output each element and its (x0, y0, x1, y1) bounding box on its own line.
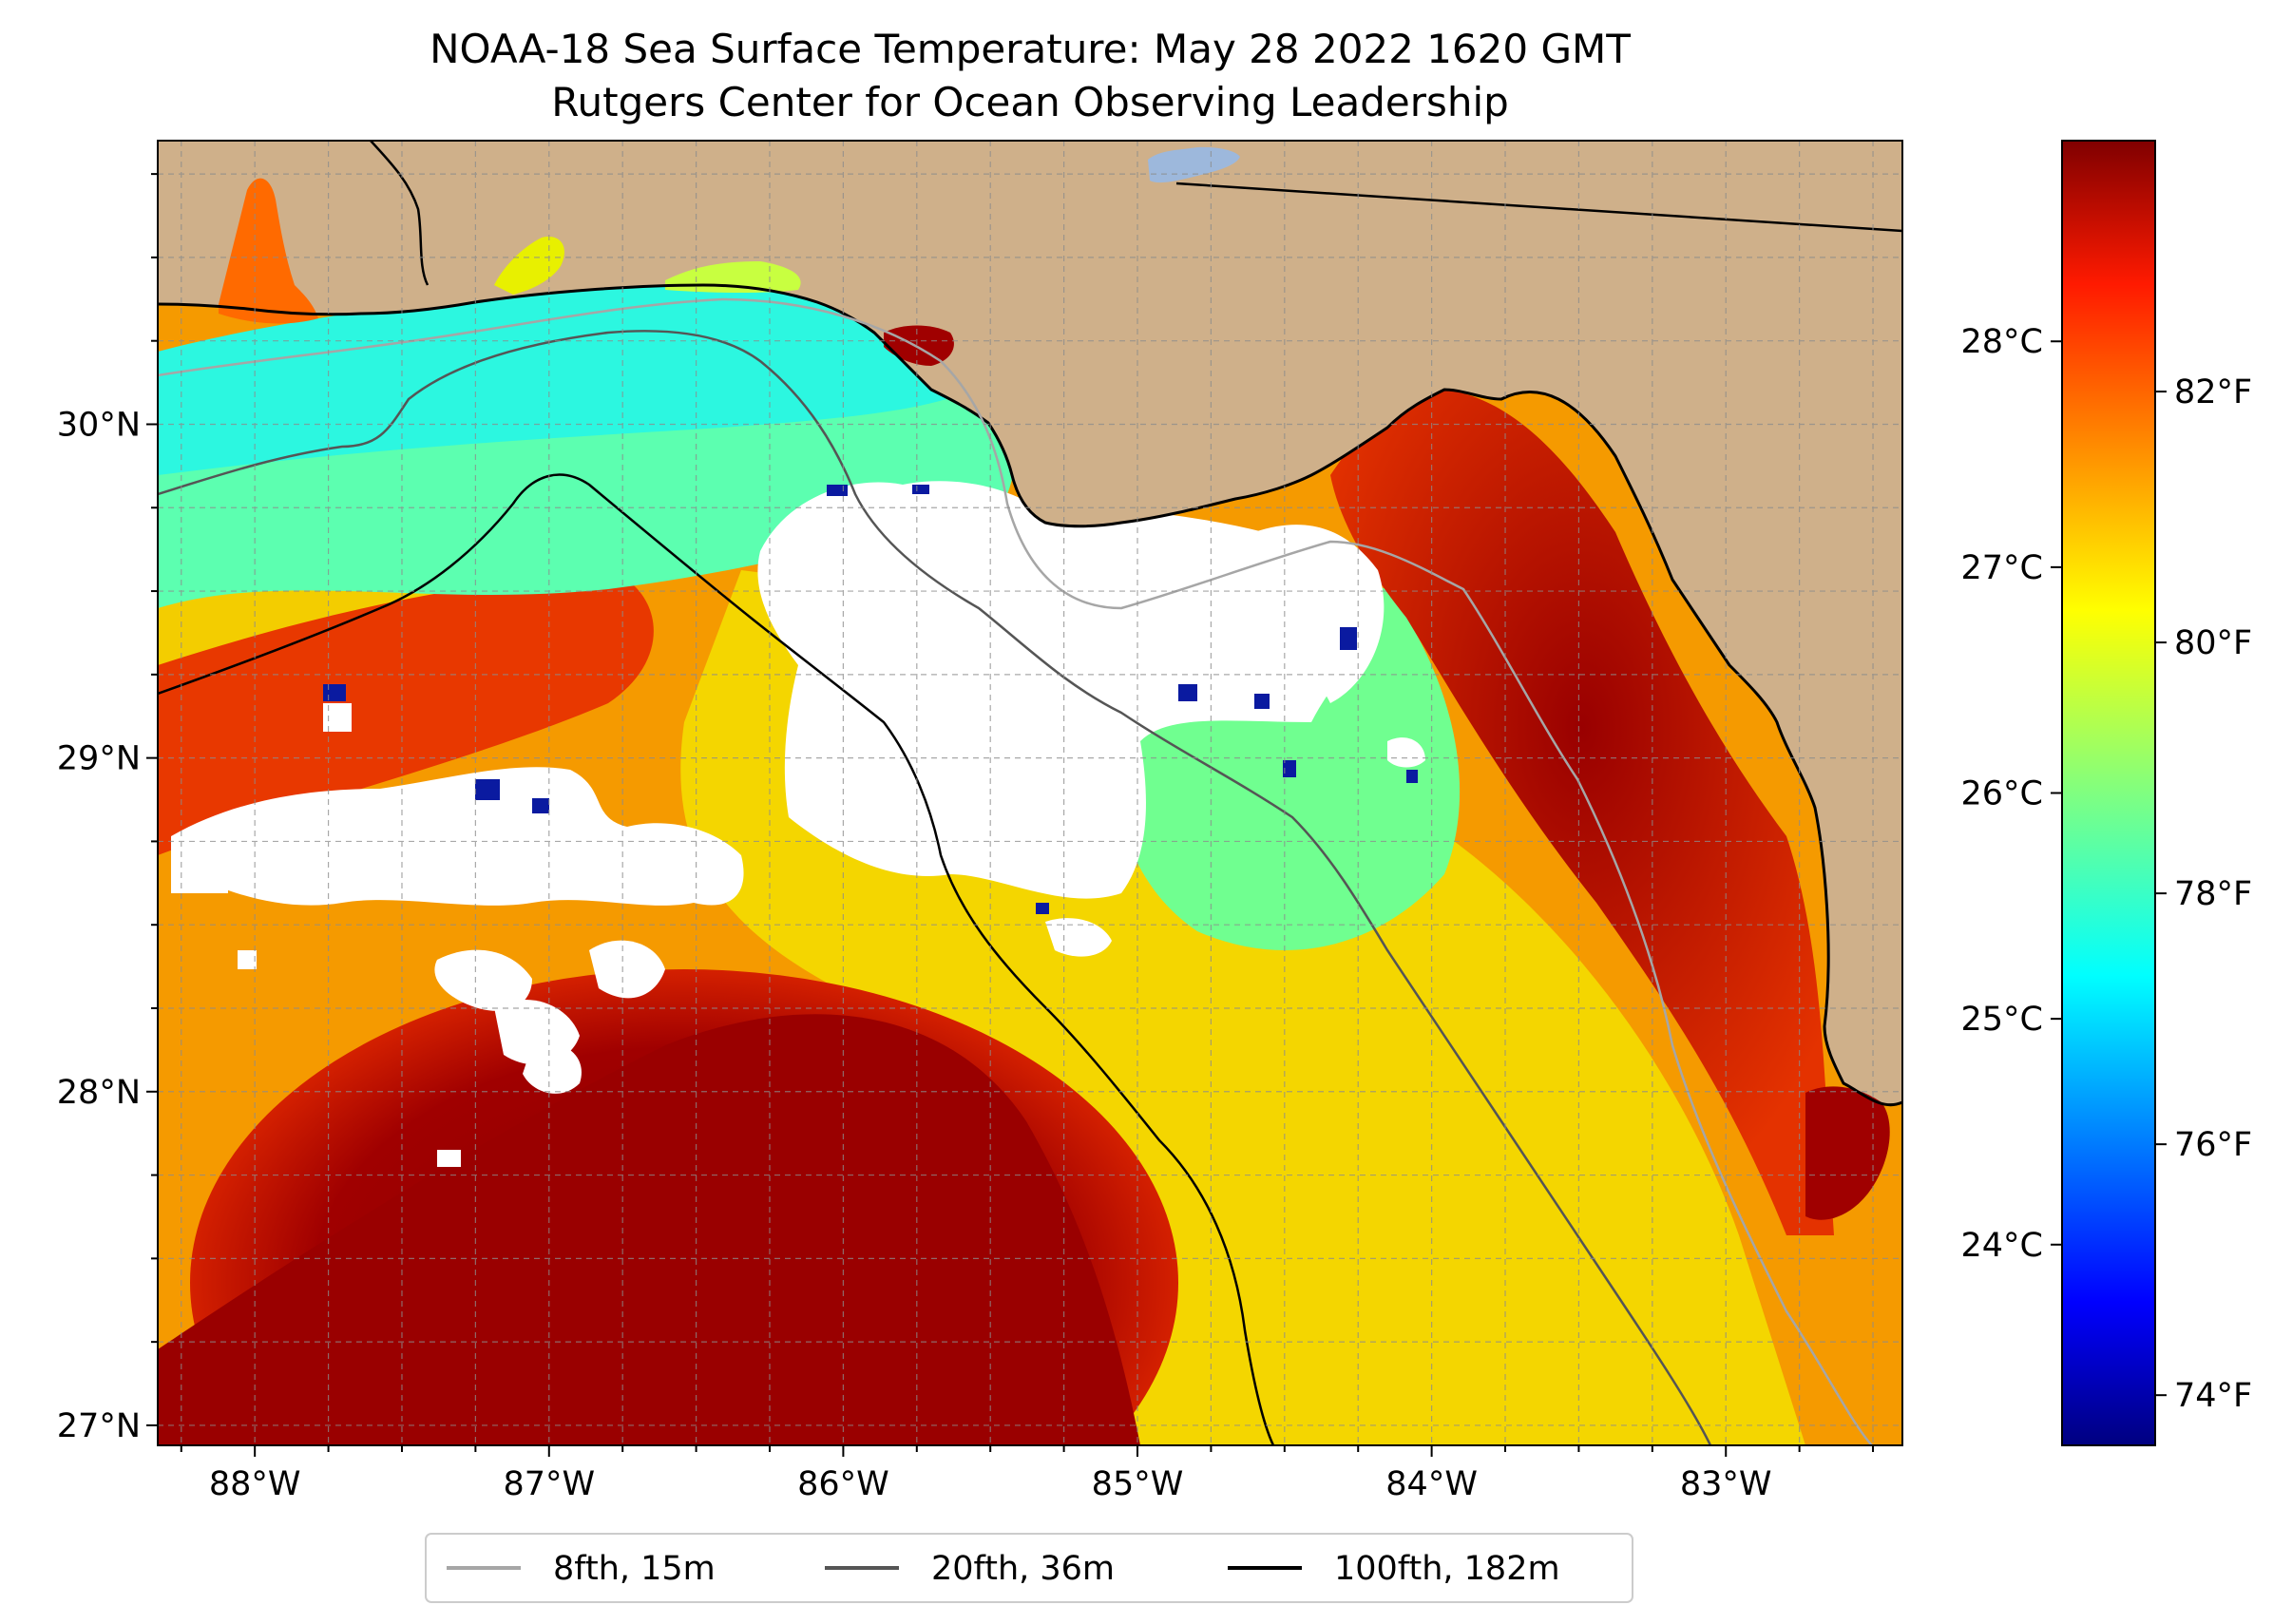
colorbar-celsius-label: 28°C (1961, 323, 2043, 361)
sst-warm-northeast (1330, 390, 1834, 1235)
title-line-1: NOAA-18 Sea Surface Temperature: May 28 … (430, 26, 1631, 72)
bay-southeast (1805, 1086, 1890, 1220)
sst-map (158, 141, 1902, 1445)
lat-tick-label: 27°N (57, 1407, 141, 1445)
lon-tick-label: 86°W (797, 1465, 889, 1503)
coastline (158, 283, 1902, 1107)
colorbar-celsius-label: 26°C (1961, 775, 2043, 813)
colorbar-celsius-label: 27°C (1961, 549, 2043, 587)
legend-label-8fth: 8fth, 15m (553, 1550, 716, 1588)
sst-cyan-nearshore (158, 285, 988, 475)
lon-tick-label: 84°W (1385, 1465, 1478, 1503)
state-boundary-west (370, 141, 430, 286)
lon-tick-label: 85°W (1092, 1465, 1184, 1503)
legend-frame (425, 1533, 1633, 1603)
no-data-clouds (171, 481, 1425, 1167)
lon-tick-label: 87°W (503, 1465, 595, 1503)
isobath-8fth (158, 297, 1873, 1445)
colorbar-fahrenheit-label: 82°F (2174, 373, 2252, 411)
colorbar-fahrenheit-label: 78°F (2174, 875, 2252, 913)
lat-axis: 30°N 29°N 28°N 27°N (57, 173, 158, 1445)
legend-label-20fth: 20fth, 36m (931, 1550, 1115, 1588)
isobath-100fth (158, 473, 1275, 1445)
colorbar-celsius-ticks: 28°C 27°C 26°C 25°C 24°C (1961, 323, 2062, 1265)
colorbar-fahrenheit-ticks: 82°F 80°F 78°F 76°F 74°F (2155, 373, 2252, 1415)
bay-west (219, 178, 318, 324)
lat-tick-label: 29°N (57, 740, 141, 778)
lon-axis: 88°W 87°W 86°W 85°W 84°W 83°W (180, 1445, 1875, 1503)
lat-tick-label: 28°N (57, 1074, 141, 1112)
lon-tick-label: 88°W (209, 1465, 301, 1503)
inland-lake (1148, 146, 1240, 183)
sst-dark-red-south (158, 1014, 1140, 1445)
lon-tick-label: 83°W (1680, 1465, 1772, 1503)
colorbar: 28°C 27°C 26°C 25°C 24°C 82°F 80°F 78°F 76°F 74°… (1961, 140, 2252, 1446)
colorbar-fahrenheit-label: 80°F (2174, 624, 2252, 662)
colorbar-fahrenheit-label: 76°F (2174, 1126, 2252, 1164)
bay-north-3 (884, 325, 954, 366)
map-frame (157, 140, 1903, 1446)
lat-tick-label: 30°N (57, 406, 141, 444)
gridlines (158, 141, 1902, 1445)
bay-north-1 (494, 237, 564, 295)
legend: 8fth, 15m 20fth, 36m 100fth, 182m (425, 1533, 1633, 1603)
legend-label-100fth: 100fth, 182m (1334, 1550, 1560, 1588)
isobath-20fth (158, 330, 1712, 1445)
colorbar-fahrenheit-label: 74°F (2174, 1377, 2252, 1415)
colorbar-celsius-label: 24°C (1961, 1227, 2043, 1265)
land (158, 141, 1902, 1105)
colorbar-gradient (2061, 140, 2156, 1446)
title-line-2: Rutgers Center for Ocean Observing Leade… (551, 79, 1509, 125)
state-boundary (1175, 182, 1902, 233)
colorbar-celsius-label: 25°C (1961, 1001, 2043, 1039)
